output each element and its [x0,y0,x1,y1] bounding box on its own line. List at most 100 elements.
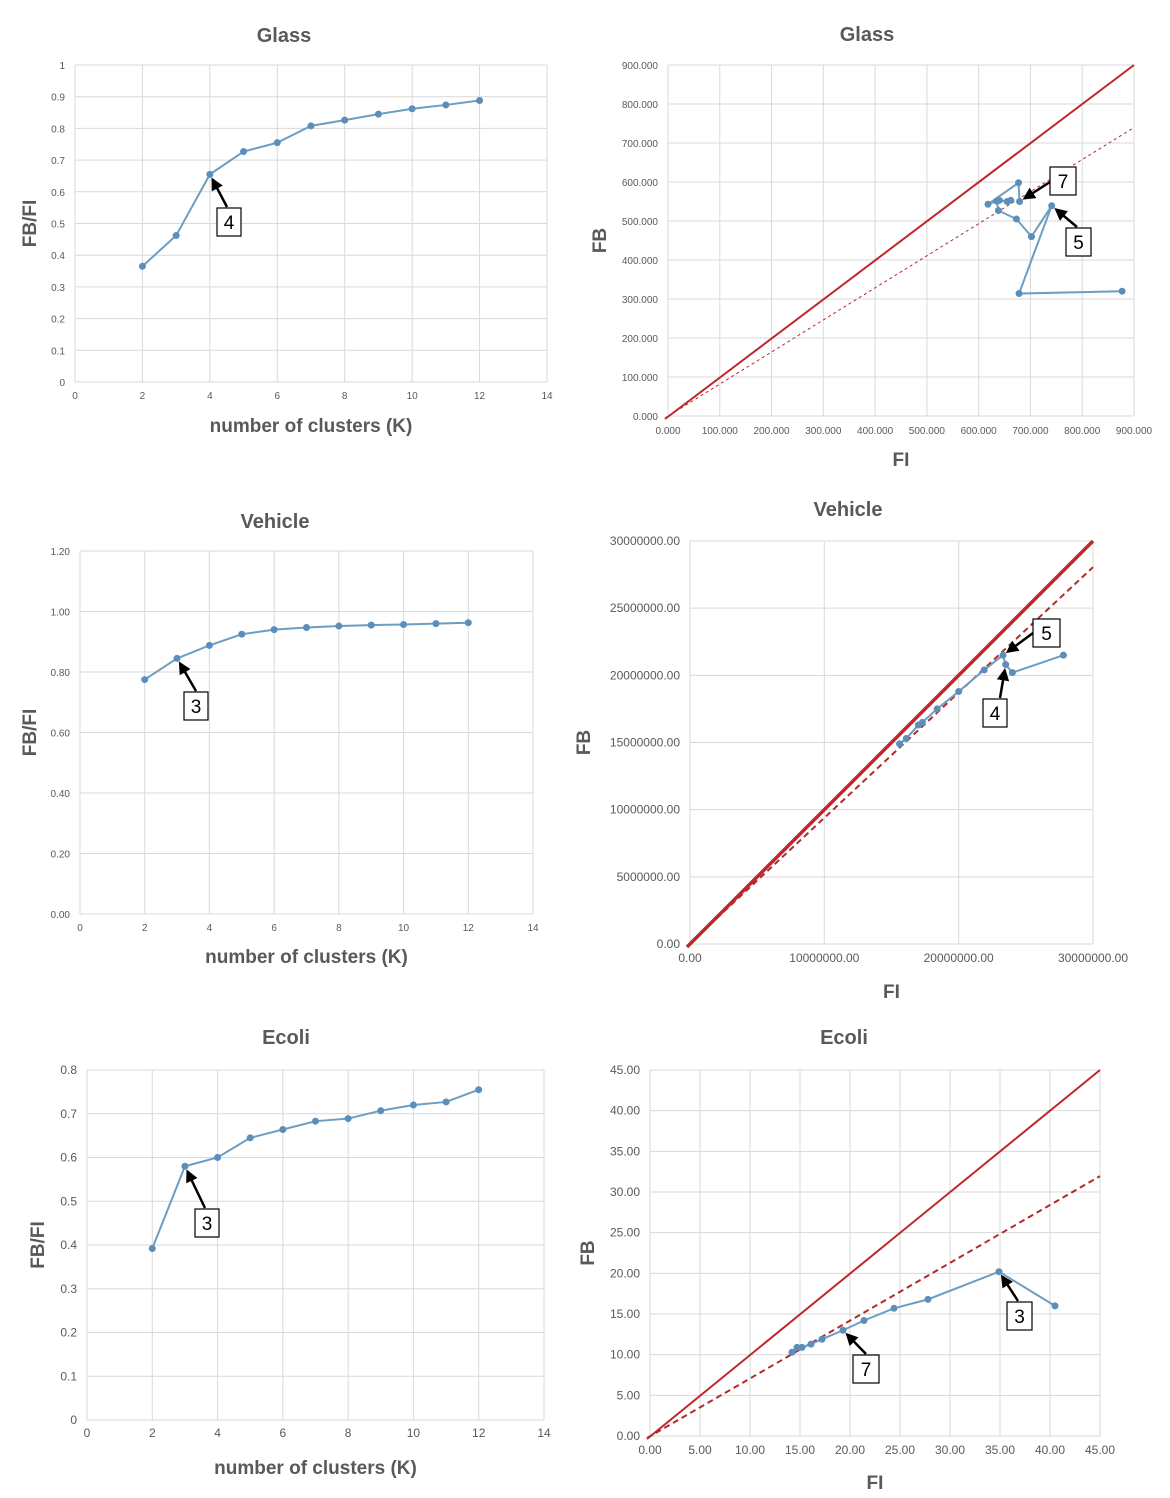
x-axis-label: FI [893,450,910,471]
annotation-label: 5 [1073,233,1084,254]
fit-line [686,566,1094,947]
chart-title: Glass [257,25,311,47]
data-point [1027,233,1035,241]
data-point [374,110,382,118]
data-point [1015,290,1023,298]
data-point [408,105,416,113]
data-point [240,148,248,156]
chart-title: Glass [840,24,894,46]
y-tick-label: 45.00 [610,1063,640,1077]
y-tick-label: 0.80 [51,668,71,679]
y-tick-label: 1 [59,61,65,72]
y-tick-label: 0.00 [617,1429,641,1443]
data-point [476,97,484,105]
y-tick-label: 10000000.00 [610,803,680,817]
data-point [148,1245,156,1252]
annotation-box [1049,166,1077,196]
annotation-arrow [1054,208,1078,228]
data-point [341,116,349,124]
x-axis-label: FI [883,982,900,1003]
annotation-label: 3 [202,1214,213,1235]
x-tick-label: 0 [72,391,78,402]
data-point [896,740,904,748]
x-tick-label: 20.00 [835,1443,865,1457]
data-point [442,101,450,109]
annotation-label: 3 [191,697,202,718]
data-point [273,139,281,147]
data-point [205,641,213,649]
reference-line [646,1069,1101,1440]
annotation-label: 3 [1014,1307,1025,1328]
x-tick-label: 14 [541,391,553,402]
y-axis-label: FB [590,228,611,253]
x-tick-label: 6 [280,1426,287,1440]
y-tick-label: 100.000 [622,373,659,384]
data-point [400,621,408,629]
y-tick-label: 30000000.00 [610,534,680,548]
annotation-label: 7 [1058,172,1069,193]
x-tick-label: 300.000 [805,426,842,437]
data-point [432,620,440,628]
annotation-arrow [1005,631,1034,654]
x-tick-label: 400.000 [857,426,894,437]
data-point [409,1101,417,1109]
y-tick-label: 25000000.00 [610,601,680,615]
data-point [1003,198,1011,205]
y-tick-label: 10.00 [610,1348,640,1362]
data-point [793,1343,801,1351]
y-tick-label: 0.00 [657,937,681,951]
y-tick-label: 600.000 [622,178,659,189]
x-tick-label: 4 [207,391,213,402]
y-tick-label: 400.000 [622,256,659,267]
y-tick-label: 0.3 [60,1282,77,1296]
data-point [1008,669,1016,677]
data-point [984,200,992,208]
data-point [995,1268,1003,1276]
annotation-arrow [178,661,198,692]
data-point [307,122,315,130]
x-tick-label: 2 [149,1426,156,1440]
data-point [933,705,941,713]
y-tick-label: 20.00 [610,1266,640,1280]
y-tick-label: 0.9 [51,93,65,104]
x-tick-label: 5.00 [688,1443,712,1457]
y-tick-label: 0.40 [51,789,71,800]
data-point [214,1154,222,1161]
y-tick-label: 0.5 [51,220,65,231]
data-point [303,624,310,632]
x-tick-label: 40.00 [1035,1443,1065,1457]
y-tick-label: 0.3 [51,283,65,294]
annotation-arrow [186,1169,207,1209]
data-point [442,1098,450,1106]
ecoli-fbfi-chart: 0.00 5.00 10.00 15.00 20.00 25.00 30.00 35.00 40… [578,1027,1115,1494]
y-tick-label: 25.00 [610,1226,640,1240]
x-tick-label: 800.000 [1064,426,1101,437]
y-tick-label: 0.8 [51,124,65,135]
x-tick-label: 10000000.00 [789,951,859,965]
data-point [890,1304,898,1312]
x-tick-label: 30.00 [935,1443,965,1457]
x-tick-label: 6 [271,923,277,934]
y-tick-label: 1.20 [51,547,71,558]
data-point [238,630,246,638]
x-tick-label: 10 [398,923,410,934]
annotation-box [183,691,209,721]
y-tick-label: 5000000.00 [617,870,681,884]
reference-line [685,539,1095,949]
y-tick-label: 0 [70,1413,77,1427]
series-line [144,621,469,681]
data-point [141,676,149,684]
y-tick-label: 20000000.00 [610,668,680,682]
y-axis-label: FB/FI [28,1221,49,1269]
data-point [955,687,963,695]
x-tick-label: 2 [140,391,146,402]
data-point [807,1340,815,1348]
y-axis-label: FB/FI [20,200,41,248]
data-point [995,196,1003,204]
y-tick-label: 0.6 [51,188,65,199]
x-tick-label: 500.000 [909,426,946,437]
annotation-label: 7 [861,1360,872,1381]
x-axis-label: number of clusters (K) [205,947,408,968]
data-point [181,1162,189,1170]
